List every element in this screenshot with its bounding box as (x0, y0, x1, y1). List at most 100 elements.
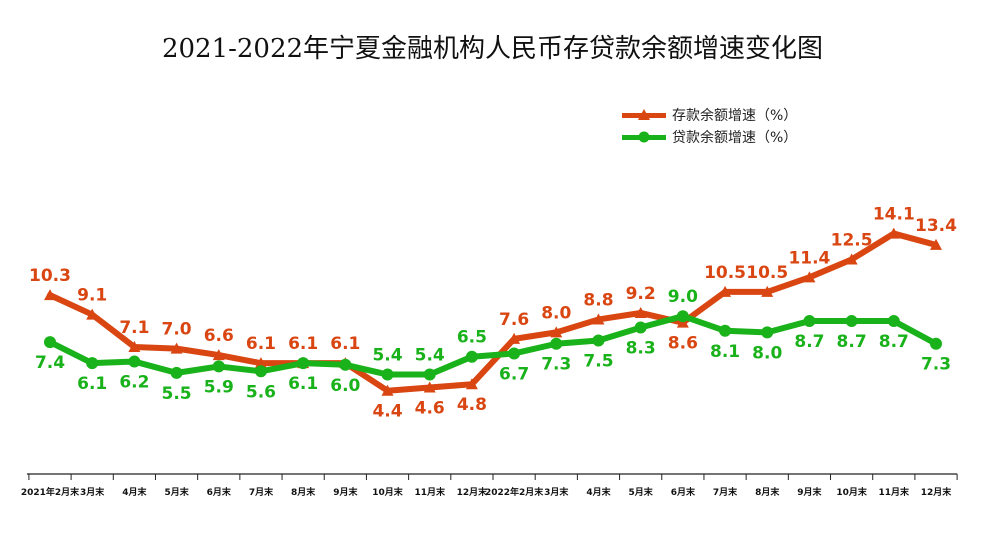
deposit-data-label: 12.5 (831, 231, 873, 251)
series-lines (44, 227, 942, 396)
legend-label-loan: 贷款余额增速（%） (672, 130, 798, 146)
x-tick-label: 8月末 (291, 486, 316, 498)
loan-data-label: 6.2 (119, 373, 149, 393)
deposit-point-marker (128, 340, 141, 352)
loan-data-label: 9.0 (668, 287, 698, 307)
loan-growth-line (47, 313, 939, 378)
loan-data-label: 5.4 (372, 346, 402, 366)
loan-point-marker (550, 337, 563, 350)
x-tick-label: 4月末 (586, 486, 611, 498)
deposit-data-label: 6.6 (204, 326, 234, 346)
x-tick-label: 12月末 (921, 486, 953, 498)
loan-point-marker (339, 358, 352, 371)
x-tick-label: 10月末 (836, 486, 868, 498)
loan-point-marker (930, 337, 942, 350)
x-tick-label: 11月末 (414, 486, 446, 498)
loan-point-marker (128, 355, 141, 368)
data-labels: 10.3 9.1 7.1 7.0 6.6 6.1 6.1 6.1 4.4 4.6 4.8 7.6 8.0… (29, 205, 957, 422)
x-tick-label: 4月末 (122, 486, 147, 498)
deposit-data-label: 8.8 (583, 290, 613, 310)
deposit-point-marker (254, 357, 267, 369)
loan-data-label: 7.3 (541, 355, 571, 375)
legend: 存款余额增速（%） 贷款余额增速（%） (622, 104, 797, 148)
deposit-data-label: 11.4 (788, 248, 830, 268)
deposit-point-marker (86, 308, 99, 320)
deposit-point-marker (845, 253, 858, 265)
loan-point-marker (761, 326, 774, 339)
loan-data-label: 5.5 (162, 384, 192, 404)
loan-point-marker (44, 336, 56, 349)
deposit-data-label: 8.6 (668, 334, 698, 354)
loan-point-marker (423, 368, 436, 381)
loan-point-marker (86, 357, 99, 370)
deposit-data-label: 14.1 (873, 205, 915, 225)
loan-point-marker (676, 310, 689, 323)
loan-data-label: 6.5 (457, 328, 487, 348)
legend-item-deposit: 存款余额增速（%） (622, 104, 797, 126)
deposit-point-marker (887, 227, 900, 239)
loan-point-marker (719, 324, 732, 337)
deposit-data-label: 9.1 (77, 286, 107, 306)
deposit-point-marker (634, 306, 647, 318)
x-tick-label: 9月末 (333, 486, 358, 498)
deposit-point-marker (465, 378, 478, 390)
deposit-point-marker (803, 271, 816, 283)
deposit-point-marker (550, 326, 563, 338)
x-tick-label: 3月末 (544, 486, 569, 498)
loan-data-label: 7.3 (921, 355, 951, 375)
deposit-data-label: 6.1 (288, 334, 318, 354)
loan-legend-swatch (622, 130, 666, 144)
deposit-data-label: 10.3 (29, 266, 71, 286)
deposit-data-label: 9.2 (626, 284, 656, 304)
loan-point-marker (508, 347, 521, 360)
deposit-data-label: 8.0 (541, 303, 571, 323)
loan-data-label: 5.9 (204, 377, 234, 397)
x-tick-label: 3月末 (80, 486, 105, 498)
deposit-data-label: 13.4 (915, 216, 957, 236)
loan-point-marker (254, 365, 267, 378)
loan-point-marker (465, 350, 478, 363)
x-tick-label: 11月末 (879, 486, 911, 498)
loan-data-label: 8.3 (626, 339, 656, 359)
deposit-point-marker (508, 332, 521, 344)
deposit-data-label: 4.8 (457, 395, 487, 415)
x-tick-label: 2022年2月末 (485, 486, 544, 498)
x-tick-label: 7月末 (713, 486, 738, 498)
deposit-data-label: 6.1 (330, 334, 360, 354)
loan-data-label: 6.1 (77, 374, 107, 394)
deposit-data-label: 4.6 (415, 398, 445, 418)
deposit-data-label: 6.1 (246, 334, 276, 354)
loan-data-label: 8.0 (752, 343, 782, 363)
deposit-legend-swatch (622, 108, 666, 122)
loan-point-marker (212, 360, 225, 373)
x-tick-label: 8月末 (755, 486, 780, 498)
x-tick-label: 6月末 (207, 486, 232, 498)
deposit-point-marker (44, 289, 56, 301)
loan-data-label: 6.7 (499, 364, 529, 384)
loan-data-label: 6.1 (288, 374, 318, 394)
deposit-point-marker (381, 384, 394, 396)
deposit-data-label: 7.6 (499, 310, 529, 330)
loan-data-label: 8.7 (794, 332, 824, 352)
x-tick-label: 9月末 (797, 486, 822, 498)
loan-point-marker (803, 315, 816, 328)
loan-point-marker (845, 315, 858, 328)
deposit-point-marker (170, 342, 183, 354)
deposit-point-marker (761, 285, 774, 297)
legend-item-loan: 贷款余额增速（%） (622, 126, 797, 148)
deposit-data-label: 10.5 (704, 263, 746, 283)
loan-point-marker (887, 315, 900, 328)
x-tick-label: 7月末 (249, 486, 274, 498)
legend-label-deposit: 存款余额增速（%） (672, 108, 798, 124)
loan-point-marker (634, 321, 647, 334)
x-tick-label: 12月末 (457, 486, 489, 498)
loan-data-label: 6.0 (330, 376, 360, 396)
x-tick-label: 5月末 (164, 486, 189, 498)
deposit-point-marker (930, 238, 942, 250)
loan-data-label: 5.4 (415, 346, 445, 366)
deposit-data-label: 7.0 (162, 320, 192, 340)
deposit-point-marker (592, 313, 605, 325)
x-tick-label: 6月末 (671, 486, 696, 498)
deposit-point-marker (719, 285, 732, 297)
